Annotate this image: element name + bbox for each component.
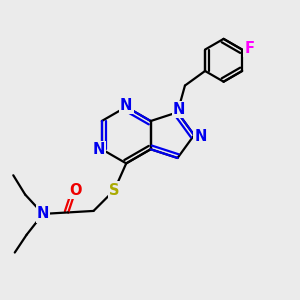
Text: N: N bbox=[173, 102, 185, 117]
Text: S: S bbox=[109, 183, 120, 198]
Text: N: N bbox=[120, 98, 132, 113]
Text: N: N bbox=[194, 129, 207, 144]
Text: O: O bbox=[69, 183, 82, 198]
Text: N: N bbox=[93, 142, 105, 157]
Text: N: N bbox=[37, 206, 49, 221]
Text: F: F bbox=[244, 40, 255, 56]
